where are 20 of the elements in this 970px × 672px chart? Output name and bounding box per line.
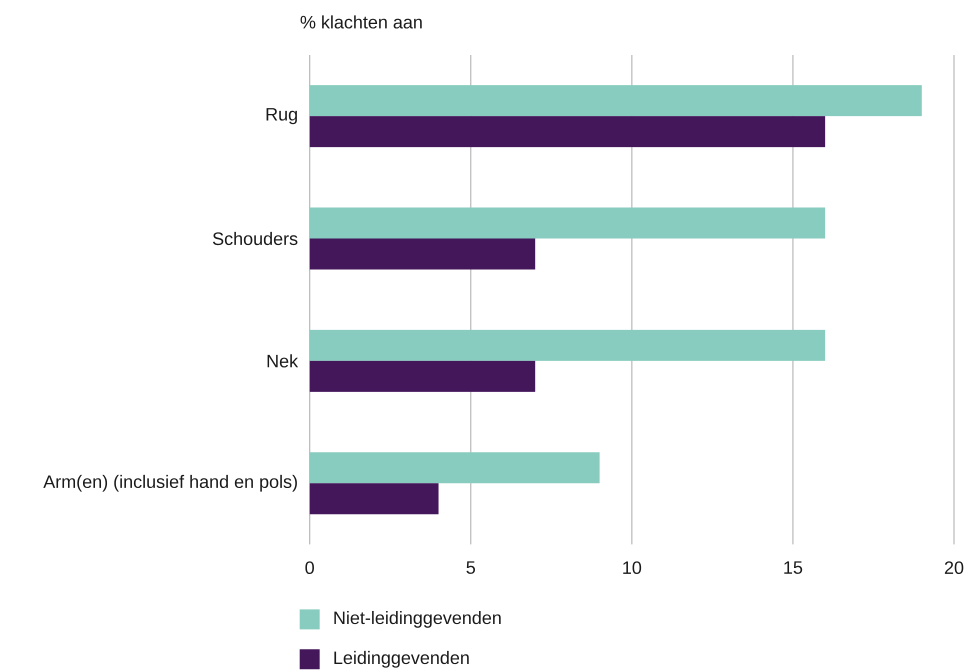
x-tick-label: 0 [305,561,314,574]
legend-label: Niet-leidinggevenden [334,610,501,628]
bar [310,207,826,238]
bar [310,85,922,116]
bar [310,483,439,514]
legend-label: Leidinggevenden [334,650,469,668]
bar [310,116,826,147]
bar [310,238,536,270]
bar [310,330,826,361]
bar [310,452,600,484]
x-tick-label: 10 [623,561,642,574]
x-tick-label: 5 [466,561,476,574]
y-tick-label: Arm(en) (inclusief hand en pols) [43,474,297,492]
x-tick-label: 15 [784,561,802,574]
y-tick-label: Schouders [212,232,298,245]
bar [310,360,536,392]
x-tick-label: 20 [944,561,964,574]
y-tick-label: Rug [266,108,297,124]
y-tick-label: Nek [268,354,298,368]
chart-title: % klachten aan [300,15,422,28]
